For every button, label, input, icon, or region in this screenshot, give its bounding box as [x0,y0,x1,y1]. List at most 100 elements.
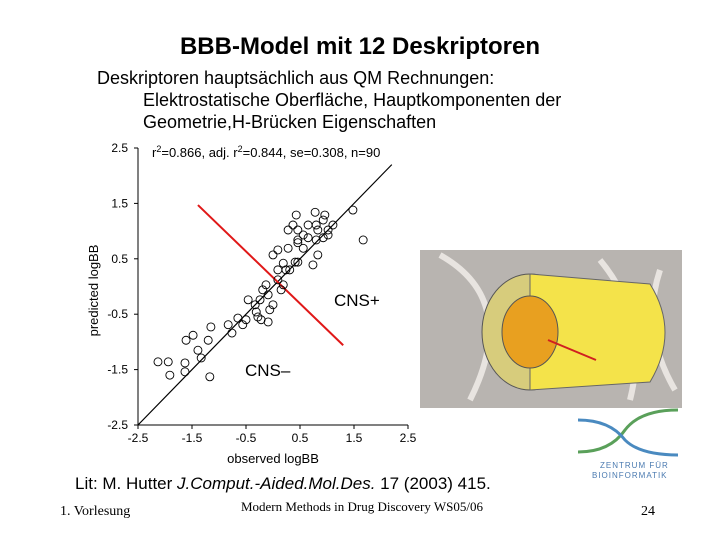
point [293,235,303,245]
page-number: 24 [641,504,655,519]
y-axis-label: predicted logBB [86,245,101,337]
point [196,353,206,363]
point [253,312,263,322]
x-axis-label: observed logBB [227,451,319,466]
point [276,285,286,295]
point [285,265,295,275]
point [323,225,333,235]
stats-part: =0.844, se=0.308, n=90 [243,145,381,160]
x-tick-label: -1.5 [182,431,203,445]
point [283,243,293,253]
point [188,330,198,340]
point [303,233,313,243]
point [308,260,318,270]
point [265,305,275,315]
logo: ZENTRUM FÜR BIOINFORMATIK [577,408,679,480]
point [205,372,215,382]
footer-left: 1. Vorlesung [60,504,130,519]
chart: -2.5 -1.5 -0.5 0.5 1.5 2.5 -2.5 -1.5 -0.5 0.5 1.5 2… [86,141,417,466]
point [278,280,288,290]
bullet: Deskriptoren hauptsächlich aus QM Rechnu… [97,68,494,88]
point [283,225,293,235]
capillary-image [420,250,682,408]
x-tick-label: 0.5 [292,431,309,445]
point [318,233,328,243]
point [293,257,303,267]
footer-center: Modern Methods in Drug Discovery WS05/06 [241,499,484,514]
point [203,335,213,345]
y-tick-label: -1.5 [107,363,128,377]
point [310,207,320,217]
point [238,320,248,330]
point [268,300,278,310]
point [268,250,278,260]
point [263,317,273,327]
point [348,205,358,215]
x-tick-label: 2.5 [400,431,417,445]
point [328,220,338,230]
y-tick-label: -2.5 [107,418,128,432]
point [291,210,301,220]
point [255,295,265,305]
point [311,220,321,230]
point [293,225,303,235]
point [263,290,273,300]
point [290,257,300,267]
reference-line [197,204,344,346]
point [181,335,191,345]
literature-part: 17 (2003) 415. [375,474,490,493]
point [251,307,261,317]
point [241,315,251,325]
y-tick-label: 1.5 [111,196,128,210]
point [206,322,216,332]
point [250,300,260,310]
point [298,230,308,240]
point [227,328,237,338]
point [313,225,323,235]
point [303,220,313,230]
y-tick-label: 0.5 [111,252,128,266]
sub-line: Geometrie,H-Brücken Eigenschaften [143,112,436,132]
point [273,245,283,255]
x-tick-label: -0.5 [236,431,257,445]
point [358,235,368,245]
x-tick-label: -2.5 [128,431,149,445]
point [153,357,163,367]
region-label: CNS– [245,361,291,380]
literature: Lit: M. Hutter J.Comput.-Aided.Mol.Des. … [75,474,491,493]
point [180,358,190,368]
point [273,275,283,285]
region-label: CNS+ [334,291,380,310]
point [313,250,323,260]
literature-journal: J.Comput.-Aided.Mol.Des. [176,474,375,493]
point [261,280,271,290]
stats-part: r [152,145,157,160]
point [223,320,233,330]
point [180,367,190,377]
point [318,215,328,225]
point [163,357,173,367]
point [278,258,288,268]
sub-line: Elektrostatische Oberfläche, Hauptkompon… [143,90,561,110]
y-tick-label: 2.5 [111,141,128,155]
stats-part: =0.866, adj. r [161,145,238,160]
superscript: 2 [156,144,161,154]
x-tick-label: 1.5 [346,431,363,445]
stats-annotation: r2=0.866, adj. r2=0.844, se=0.308, n=90 [152,144,380,160]
logo-text: BIOINFORMATIK [592,471,668,480]
superscript: 2 [238,144,243,154]
point [293,238,303,248]
literature-part: Lit: M. Hutter [75,474,177,493]
point [165,370,175,380]
point [288,220,298,230]
point [193,345,203,355]
point [298,243,308,253]
point [320,210,330,220]
point [258,285,268,295]
point [273,265,283,275]
point [323,230,333,240]
slide-title: BBB-Model mit 12 Deskriptoren [180,33,540,60]
logo-text: ZENTRUM FÜR [600,461,669,470]
